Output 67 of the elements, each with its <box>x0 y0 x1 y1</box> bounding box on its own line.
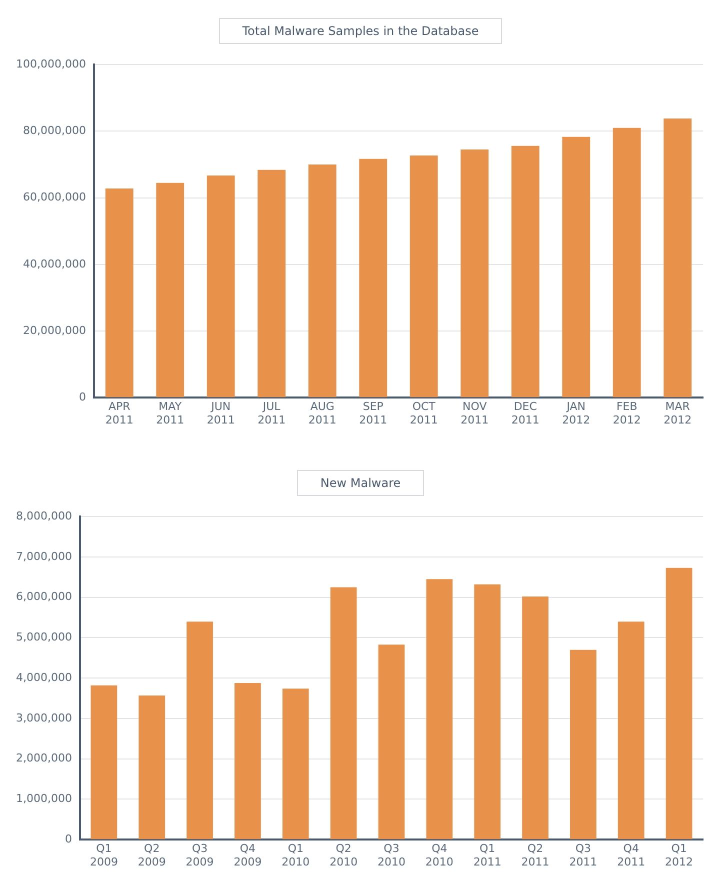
x-tick-label: FEB 2012 <box>612 400 641 426</box>
x-tick-label: Q3 2010 <box>377 842 406 868</box>
bar <box>618 622 644 840</box>
bar <box>474 584 501 840</box>
y-tick-label: 0 <box>78 390 86 404</box>
bar <box>308 164 336 398</box>
y-tick-label: 5,000,000 <box>16 630 72 644</box>
bar <box>664 118 692 398</box>
bar <box>234 682 261 840</box>
y-tick-label: 80,000,000 <box>22 124 86 138</box>
bar <box>90 685 118 840</box>
x-tick-label: Q2 2011 <box>521 842 550 868</box>
x-tick-label: Q3 2009 <box>186 842 214 868</box>
bar <box>460 150 489 398</box>
bar <box>282 688 309 840</box>
bar <box>612 128 641 398</box>
bar <box>378 644 405 840</box>
x-tick-label: Q4 2010 <box>425 842 454 868</box>
x-tick-label: Q1 2010 <box>282 842 310 868</box>
x-tick-label: AUG 2011 <box>308 400 336 426</box>
bar <box>258 170 286 398</box>
x-tick-label: MAR 2012 <box>664 400 692 426</box>
y-tick-label: 2,000,000 <box>16 752 72 765</box>
x-tick-label: NOV 2011 <box>460 400 489 426</box>
y-tick-label: 20,000,000 <box>22 324 86 337</box>
bar <box>330 587 357 840</box>
x-tick-label: Q4 2011 <box>617 842 646 868</box>
x-tick-label: DEC 2011 <box>511 400 540 426</box>
x-tick-label: Q2 2010 <box>330 842 358 868</box>
bar <box>426 579 453 840</box>
x-tick-label: MAY 2011 <box>156 400 184 426</box>
y-tick-label: 40,000,000 <box>22 257 86 270</box>
bar <box>562 136 590 398</box>
bar <box>666 568 692 840</box>
bar <box>206 175 235 398</box>
bar <box>410 156 438 398</box>
y-tick-label: 60,000,000 <box>22 190 86 204</box>
bar <box>511 146 540 398</box>
y-tick-label: 0 <box>64 832 72 846</box>
x-tick-label: Q4 2009 <box>234 842 262 868</box>
y-tick-label: 3,000,000 <box>16 711 72 724</box>
bar <box>138 695 166 840</box>
bar <box>156 182 184 398</box>
y-tick-label: 100,000,000 <box>16 57 86 70</box>
bar <box>570 650 596 840</box>
x-tick-label: Q1 2011 <box>473 842 502 868</box>
x-tick-label: SEP 2011 <box>359 400 388 426</box>
bar <box>522 596 548 840</box>
y-tick-label: 6,000,000 <box>16 590 72 604</box>
x-tick-label: Q1 2012 <box>665 842 694 868</box>
chart-title: Total Malware Samples in the Database <box>219 18 502 44</box>
x-tick-label: JUL 2011 <box>258 400 286 426</box>
y-tick-label: 4,000,000 <box>16 670 72 684</box>
bar <box>186 622 213 840</box>
y-tick-label: 8,000,000 <box>16 509 72 522</box>
x-tick-label: Q2 2009 <box>138 842 166 868</box>
x-tick-label: APR 2011 <box>105 400 134 426</box>
x-tick-label: JAN 2012 <box>562 400 590 426</box>
bar <box>359 158 388 398</box>
x-tick-label: Q1 2009 <box>90 842 118 868</box>
y-tick-label: 1,000,000 <box>16 792 72 806</box>
chart-title: New Malware <box>297 470 424 496</box>
x-tick-label: Q3 2011 <box>569 842 598 868</box>
x-tick-label: OCT 2011 <box>410 400 438 426</box>
x-tick-label: JUN 2011 <box>206 400 235 426</box>
y-tick-label: 7,000,000 <box>16 550 72 563</box>
bar <box>105 188 134 398</box>
